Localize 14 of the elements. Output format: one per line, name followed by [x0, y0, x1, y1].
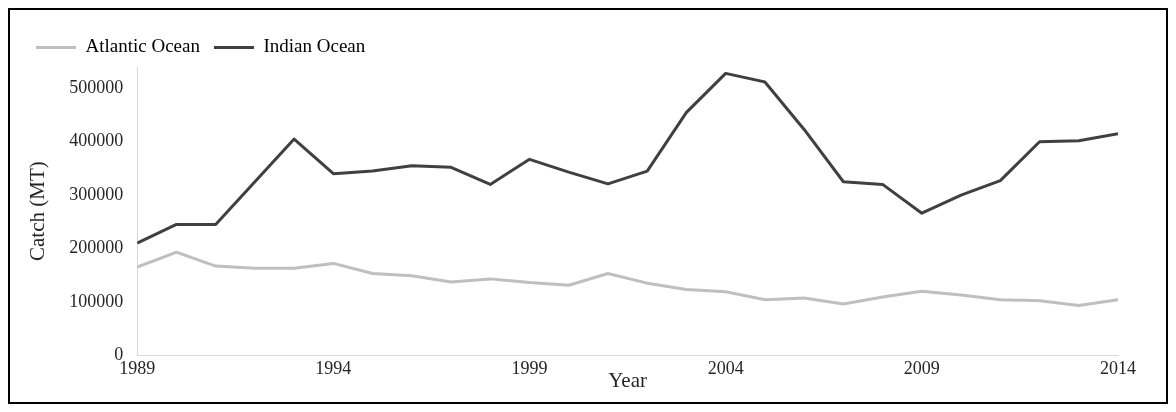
x-tick-label: 2014	[1100, 357, 1136, 378]
y-tick-label: 300000	[69, 183, 124, 204]
y-tick-label: 500000	[69, 77, 124, 98]
x-axis-title: Year	[608, 367, 647, 392]
y-tick-label: 200000	[69, 237, 124, 258]
x-tick-label: 2009	[903, 357, 940, 378]
legend-label: Indian Ocean	[263, 35, 366, 57]
y-tick-label: 100000	[69, 290, 124, 311]
legend-label: Atlantic Ocean	[85, 35, 201, 57]
y-axis-title: Catch (MT)	[25, 161, 50, 261]
x-tick-label: 1994	[315, 357, 352, 378]
x-tick-label: 1999	[511, 357, 548, 378]
x-tick-label: 2004	[707, 357, 744, 378]
y-tick-label: 400000	[69, 130, 124, 151]
